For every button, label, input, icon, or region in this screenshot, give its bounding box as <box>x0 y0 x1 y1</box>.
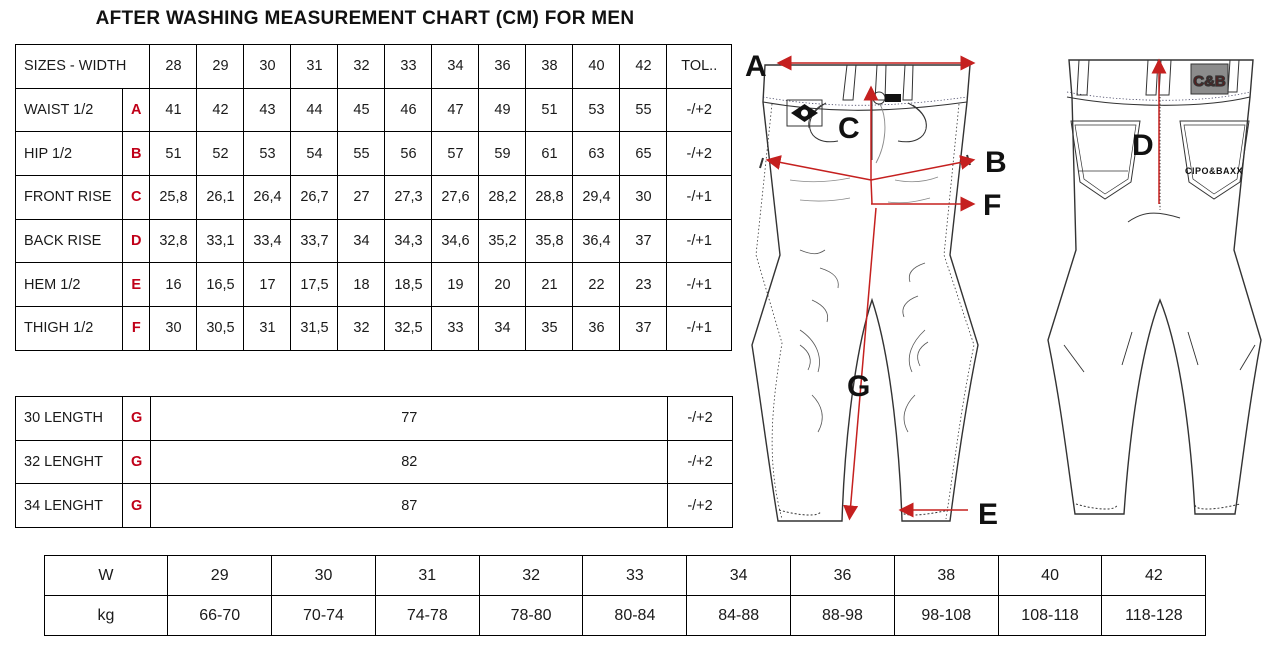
svg-text:C: C <box>838 112 860 145</box>
svg-text:F: F <box>983 189 1001 222</box>
svg-text:E: E <box>978 498 998 531</box>
svg-text:A: A <box>745 50 767 83</box>
svg-text:B: B <box>985 146 1007 179</box>
svg-text:CIPO&BAXX: CIPO&BAXX <box>1185 166 1243 176</box>
svg-text:G: G <box>847 370 870 403</box>
svg-text:D: D <box>1132 129 1154 162</box>
svg-text:C&B: C&B <box>1193 73 1226 90</box>
